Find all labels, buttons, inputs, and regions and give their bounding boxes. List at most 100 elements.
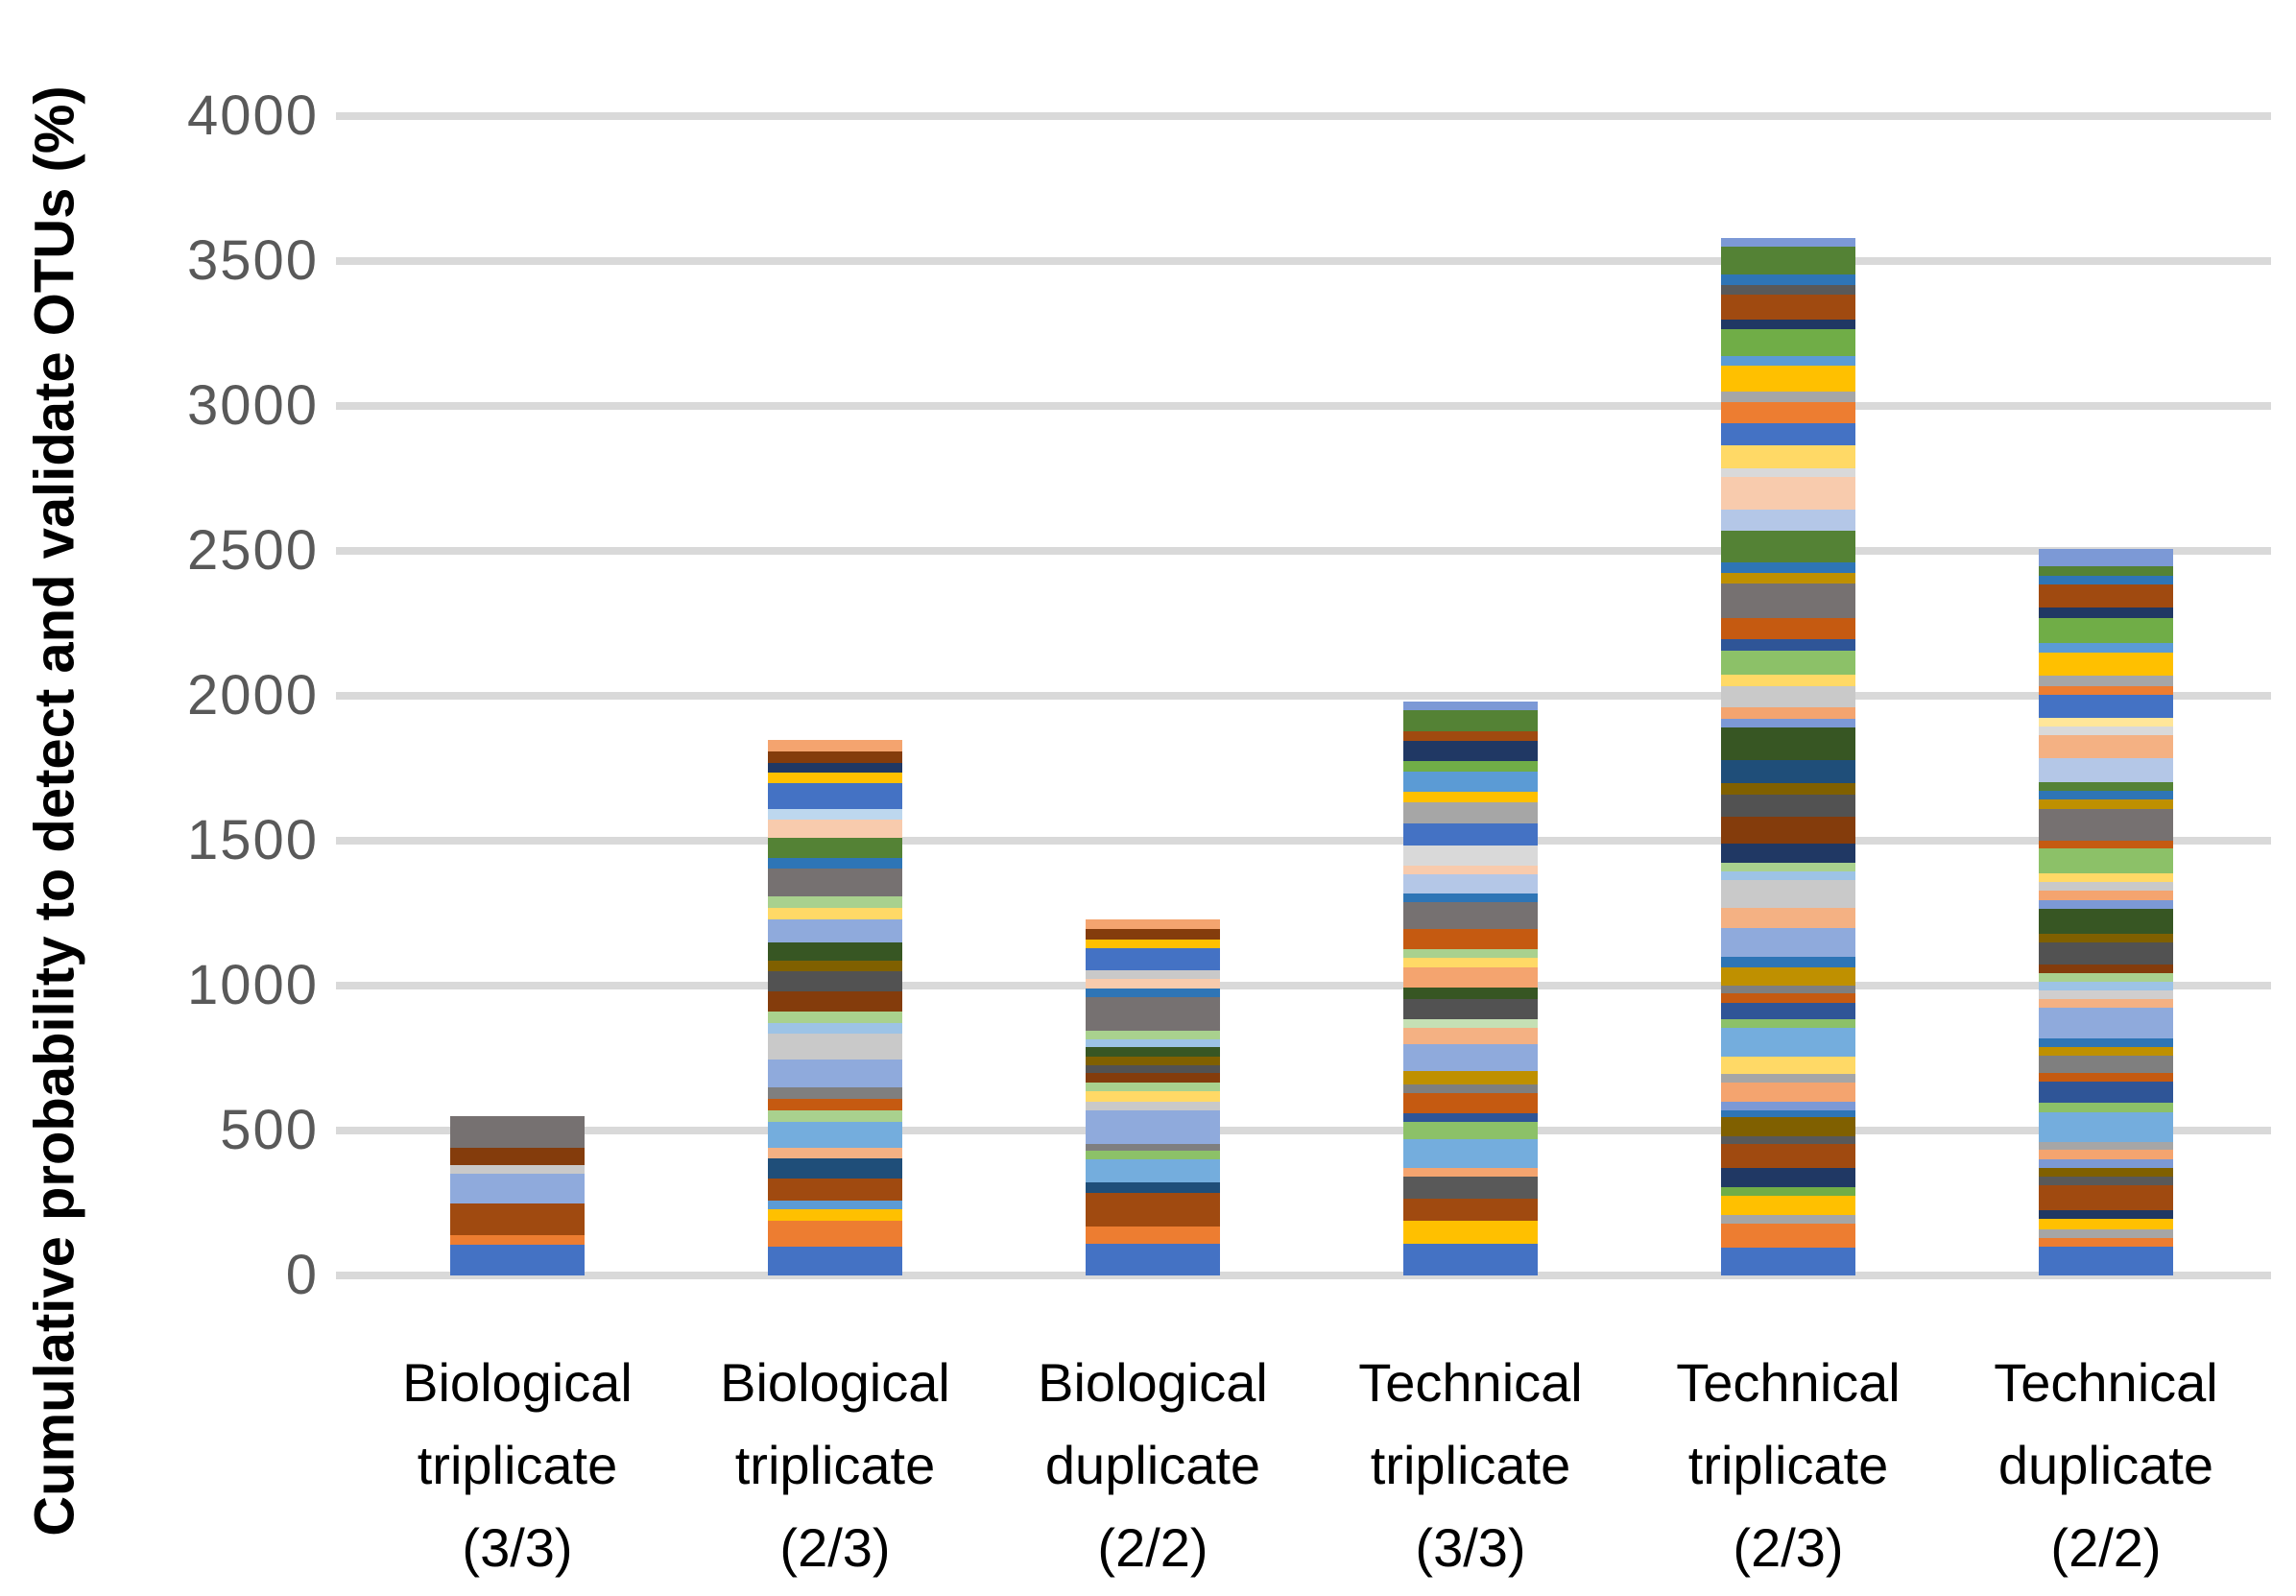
x-category-label-line: triplicate [1687, 1435, 1889, 1495]
bar-segment [768, 1122, 902, 1149]
bar-segment [1086, 1039, 1220, 1047]
bar-segment [1721, 719, 1855, 728]
bar-segment [1403, 1092, 1538, 1113]
bar-segment [1721, 1168, 1855, 1187]
bar-segment [2039, 1168, 2173, 1178]
bar-segment [1403, 823, 1538, 846]
bar-segment [768, 1086, 902, 1099]
bar-segment [1086, 1065, 1220, 1073]
bar-segment [1721, 870, 1855, 880]
bar-segment [1721, 727, 1855, 760]
bar-segment [768, 991, 902, 1012]
bar-segment [1403, 998, 1538, 1019]
y-tick-label: 4000 [186, 84, 319, 147]
bar-segment [1721, 879, 1855, 908]
x-category-label-line: Technical [1994, 1352, 2218, 1413]
x-category-label-line: Biological [1038, 1352, 1268, 1413]
y-tick-label: 3500 [186, 229, 319, 292]
bar-segment [1086, 969, 1220, 979]
y-tick-label: 2500 [186, 519, 319, 582]
gridline-2500 [336, 547, 2271, 555]
bar-segment [768, 918, 902, 942]
bar-segment [1721, 445, 1855, 469]
bar-segment [1403, 1071, 1538, 1084]
bar-segment [1721, 477, 1855, 510]
x-category-label-4: Technical triplicate (3/3) [1307, 1342, 1634, 1589]
gridline-1500 [336, 837, 2271, 845]
bar-segment [1721, 509, 1855, 532]
bar-segment [1086, 997, 1220, 1031]
bar-segment [1721, 1143, 1855, 1169]
bar-segment [768, 819, 902, 839]
bar-segment [1403, 845, 1538, 866]
bar-segment [1721, 651, 1855, 675]
bar-segment [2039, 989, 2173, 999]
bar-segment [2039, 1219, 2173, 1229]
gridline-0 [336, 1272, 2271, 1279]
bar-segment [1721, 1003, 1855, 1019]
bar-segment [1403, 1168, 1538, 1178]
y-tick-label: 1000 [186, 954, 319, 1016]
bar-segment [450, 1203, 585, 1235]
bar-segment [768, 1148, 902, 1158]
bar-segment [768, 1060, 902, 1087]
gridline-1000 [336, 982, 2271, 989]
stacked-bar-6 [2039, 548, 2173, 1275]
bar-segment [2039, 607, 2173, 618]
bar-segment [1403, 730, 1538, 742]
bar-segment [2039, 941, 2173, 965]
bar-segment [1721, 1214, 1855, 1224]
bar-segment [1086, 1192, 1220, 1227]
bar-segment [2039, 548, 2173, 566]
x-category-label-5: Technical triplicate (2/3) [1625, 1342, 1951, 1589]
bar-segment [1403, 1027, 1538, 1044]
bar-segment [1721, 992, 1855, 1004]
stacked-bar-2 [768, 739, 902, 1275]
bar-segment [2039, 584, 2173, 608]
bar-segment [1721, 238, 1855, 248]
bar-segment [1721, 423, 1855, 446]
bar-segment [2039, 617, 2173, 643]
bar-segment [1086, 1143, 1220, 1152]
bar-segment [768, 838, 902, 859]
x-category-label-2: Biological triplicate (2/3) [672, 1342, 998, 1589]
bar-segment [768, 971, 902, 992]
bar-segment [2039, 1159, 2173, 1169]
bar-segment [1721, 247, 1855, 275]
bar-segment [1403, 966, 1538, 988]
bar-segment [1721, 1117, 1855, 1137]
bar-segment [2039, 576, 2173, 585]
x-category-label-3: Biological duplicate (2/2) [990, 1342, 1316, 1589]
bar-segment [768, 1200, 902, 1209]
gridline-3500 [336, 257, 2271, 265]
y-tick-label: 500 [220, 1099, 319, 1161]
bar-segment [1086, 989, 1220, 998]
bar-segment [1403, 1018, 1538, 1028]
bar-segment [768, 1178, 902, 1201]
x-category-label-line: (2/2) [2050, 1517, 2162, 1578]
bar-segment [2039, 1210, 2173, 1220]
x-category-label-1: Biological triplicate (3/3) [354, 1342, 681, 1589]
bar-segment [768, 961, 902, 972]
bar-segment [1403, 1112, 1538, 1122]
bar-segment [2039, 1046, 2173, 1056]
bar-segment [1086, 1226, 1220, 1244]
bar-segment [2039, 881, 2173, 891]
bar-segment [2039, 1177, 2173, 1186]
bar-segment [2039, 998, 2173, 1008]
bar-segment [2039, 1185, 2173, 1211]
bar-segment [2039, 1037, 2173, 1047]
bar-segment [1721, 572, 1855, 584]
gridline-500 [336, 1127, 2271, 1134]
bar-segment [1721, 907, 1855, 928]
bar-segment [1721, 583, 1855, 618]
bar-segment [1403, 873, 1538, 893]
bar-segment [1086, 1151, 1220, 1160]
bar-segment [1086, 1243, 1220, 1275]
bar-segment [2039, 798, 2173, 810]
bar-segment [2039, 981, 2173, 990]
gridline-4000 [336, 112, 2271, 120]
x-category-label-line: duplicate [1997, 1435, 2214, 1495]
stacked-bar-5 [1721, 238, 1855, 1275]
